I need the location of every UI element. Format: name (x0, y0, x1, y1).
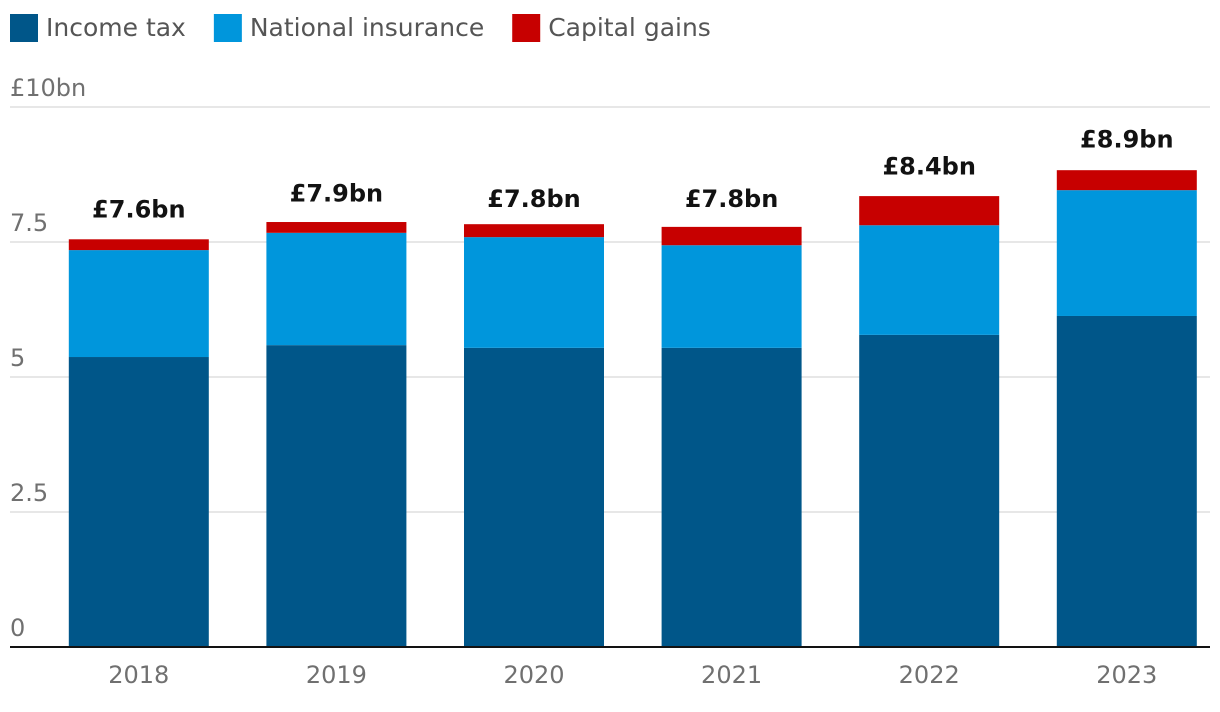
y-tick-label: 5 (10, 344, 25, 372)
legend-swatch (213, 14, 242, 42)
bar-segment (661, 347, 802, 647)
x-tick-label: 2022 (899, 661, 960, 689)
bar-segment (464, 347, 604, 647)
y-tick-label: £10bn (10, 74, 86, 102)
bar-segment (464, 237, 604, 348)
y-tick-label: 0 (10, 614, 25, 642)
total-label: £7.8bn (685, 185, 778, 213)
legend-label: Capital gains (548, 13, 711, 42)
legend-swatch (512, 14, 541, 42)
bar-segment (859, 196, 1000, 226)
bar-segment (1056, 190, 1197, 316)
x-tick-label: 2018 (108, 661, 169, 689)
total-label: £7.6bn (92, 196, 185, 224)
legend-label: National insurance (250, 13, 484, 42)
bar-segment (464, 224, 604, 238)
total-label: £7.8bn (487, 185, 580, 213)
bar-segment (1056, 170, 1197, 191)
bar-segment (266, 222, 407, 233)
total-label: £7.9bn (290, 179, 383, 207)
bar-segment (68, 250, 209, 358)
bar-segment (266, 345, 407, 647)
bar-segment (68, 357, 209, 647)
bar-segment (859, 225, 1000, 335)
x-tick-label: 2023 (1096, 661, 1157, 689)
bar-segment (661, 245, 802, 348)
bar-segment (68, 239, 209, 251)
y-tick-label: 7.5 (10, 209, 48, 237)
total-label: £8.9bn (1080, 125, 1173, 153)
x-tick-label: 2019 (306, 661, 367, 689)
bar-segment (859, 334, 1000, 647)
x-tick-label: 2020 (503, 661, 564, 689)
legend-label: Income tax (46, 13, 186, 42)
bar-segment (661, 226, 802, 246)
legend-swatch (10, 14, 38, 42)
total-label: £8.4bn (882, 152, 975, 180)
bar-segment (1056, 315, 1197, 647)
bar-segment (266, 232, 407, 346)
x-tick-label: 2021 (701, 661, 762, 689)
y-tick-label: 2.5 (10, 479, 48, 507)
